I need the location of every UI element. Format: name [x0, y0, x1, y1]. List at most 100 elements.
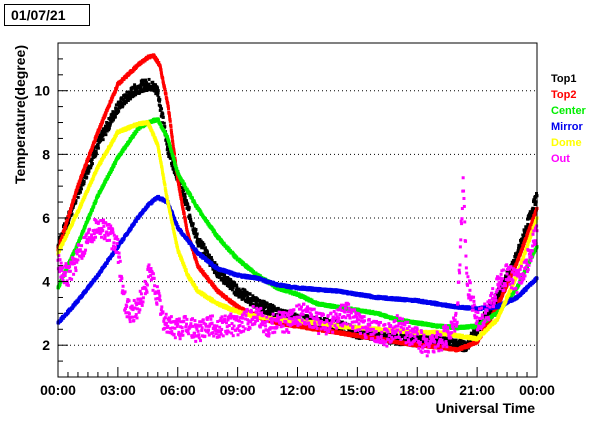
data-point [158, 99, 162, 103]
data-point [184, 223, 188, 227]
data-point [159, 114, 163, 118]
data-point [188, 216, 192, 220]
data-point [283, 309, 287, 313]
data-point [528, 210, 532, 214]
data-point [262, 308, 266, 312]
data-point [133, 85, 137, 89]
data-point [399, 332, 403, 336]
data-point [72, 196, 76, 200]
data-point [222, 281, 226, 285]
data-point [94, 149, 98, 153]
data-point [205, 275, 209, 279]
data-point [171, 144, 175, 148]
data-point [82, 169, 86, 173]
data-point [126, 98, 130, 102]
data-point [486, 322, 490, 326]
data-point [532, 208, 536, 212]
data-point [513, 255, 517, 259]
data-point [80, 233, 84, 237]
data-point [186, 203, 190, 207]
data-point [108, 122, 112, 126]
data-point [195, 234, 199, 238]
data-point [183, 219, 187, 223]
data-point [242, 296, 246, 300]
data-point [532, 217, 536, 221]
data-point [63, 225, 67, 229]
data-point [225, 295, 229, 299]
data-point [531, 210, 535, 214]
data-point [385, 334, 389, 338]
data-point [410, 338, 414, 342]
data-point [521, 233, 525, 237]
data-point [171, 142, 175, 146]
data-point [224, 280, 228, 284]
data-point [258, 298, 262, 302]
data-point [176, 175, 180, 179]
data-point [200, 246, 204, 250]
data-point [59, 239, 63, 243]
data-point [120, 79, 124, 83]
data-point [181, 192, 185, 196]
data-point [164, 92, 168, 96]
data-point [258, 274, 262, 278]
data-point [153, 89, 157, 93]
data-point [113, 161, 117, 165]
data-point [186, 233, 190, 237]
data-point [77, 238, 81, 242]
data-point [184, 221, 188, 225]
data-point [377, 331, 381, 335]
data-point [96, 146, 100, 150]
data-point [333, 318, 337, 322]
data-point [233, 281, 237, 285]
data-point [94, 152, 98, 156]
data-point [75, 188, 79, 192]
data-point [194, 227, 198, 231]
data-point [183, 183, 187, 187]
data-point [187, 235, 191, 239]
data-point [181, 207, 185, 211]
data-point [185, 228, 189, 232]
data-point [173, 161, 177, 165]
data-point [166, 104, 170, 108]
data-point [234, 288, 238, 292]
data-point [198, 238, 202, 242]
data-point [128, 91, 132, 95]
data-point [79, 176, 83, 180]
data-point [76, 195, 80, 199]
data-point [126, 97, 130, 101]
data-point [62, 228, 66, 232]
data-point [534, 203, 538, 207]
data-point [522, 242, 526, 246]
data-point [120, 101, 124, 105]
data-point [219, 278, 223, 282]
data-point [263, 300, 267, 304]
data-point [123, 102, 127, 106]
data-point [269, 310, 273, 314]
data-point [83, 172, 87, 176]
data-point [58, 282, 62, 286]
data-point [76, 185, 80, 189]
data-point [449, 340, 453, 344]
data-point [351, 330, 355, 334]
data-point [121, 104, 125, 108]
data-point [66, 221, 70, 225]
data-point [264, 304, 268, 308]
data-point [165, 142, 169, 146]
data-point [92, 148, 96, 152]
data-point [271, 310, 275, 314]
data-point [107, 128, 111, 132]
data-point [183, 192, 187, 196]
data-point [87, 169, 91, 173]
data-point [160, 72, 164, 76]
data-point [70, 202, 74, 206]
data-point [454, 343, 458, 347]
data-point [227, 247, 231, 251]
data-point [224, 282, 228, 286]
data-point [94, 198, 98, 202]
data-point [183, 195, 187, 199]
data-point [395, 333, 399, 337]
data-point [246, 295, 250, 299]
data-point [340, 328, 344, 332]
data-point [167, 149, 171, 153]
data-point [65, 220, 69, 224]
